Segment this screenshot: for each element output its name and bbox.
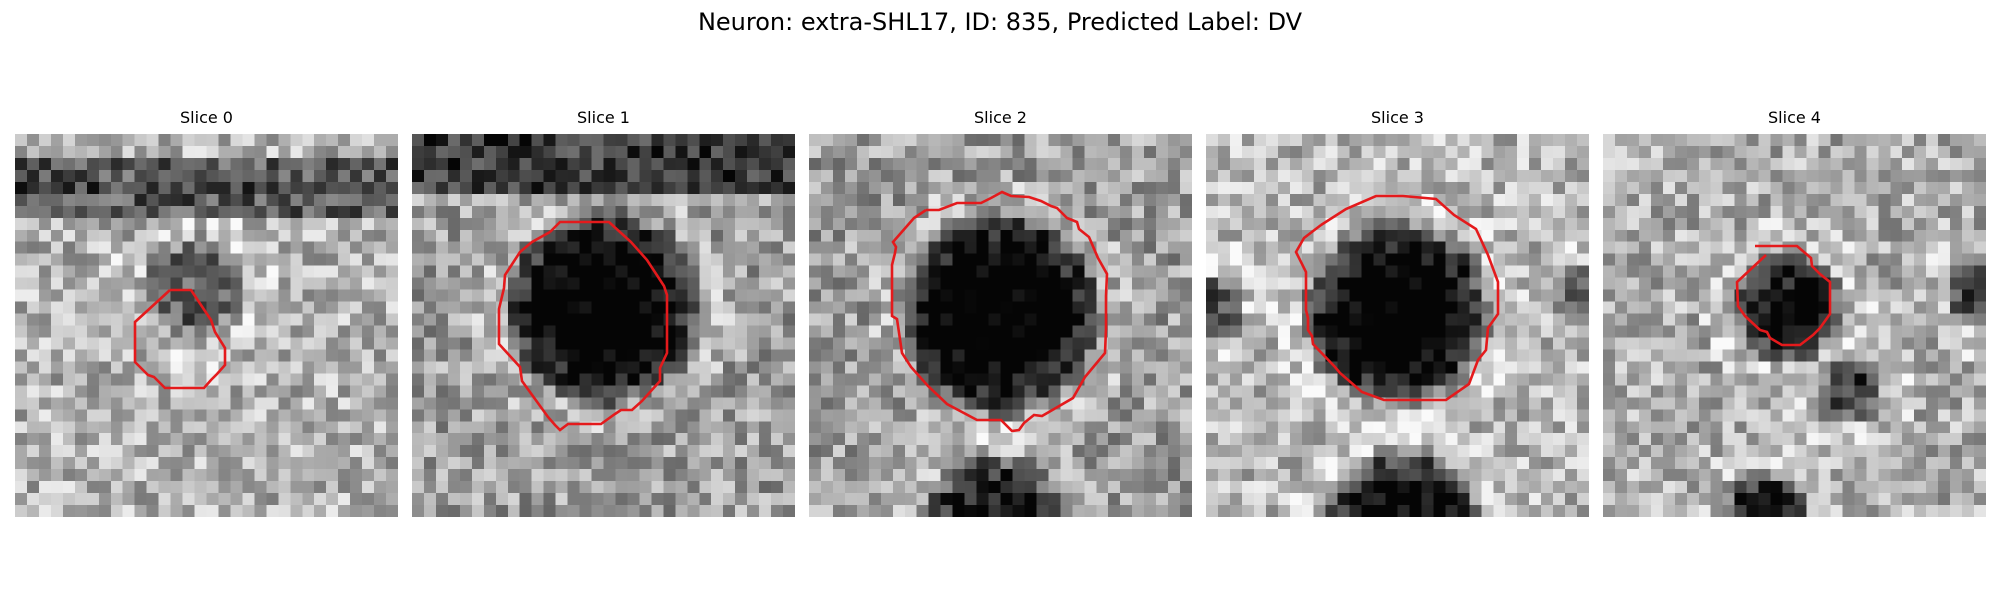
grayscale-patch — [15, 134, 398, 517]
figure-title: Neuron: extra-SHL17, ID: 835, Predicted … — [697, 8, 1303, 36]
slice-title: Slice 4 — [1768, 108, 1821, 127]
slice-title: Slice 0 — [180, 108, 233, 127]
slice-image — [412, 134, 795, 517]
roi-contour — [133, 288, 227, 390]
grayscale-patch — [1206, 134, 1589, 517]
slice-panel-1: Slice 1 — [412, 108, 795, 517]
roi-contour — [890, 190, 1109, 433]
slice-panel-4: Slice 4 — [1603, 108, 1986, 517]
slice-image — [15, 134, 398, 517]
slice-title: Slice 2 — [974, 108, 1027, 127]
grayscale-patch — [1603, 134, 1986, 517]
slice-panel-3: Slice 3 — [1206, 108, 1589, 517]
slice-panel-0: Slice 0 — [15, 108, 398, 517]
roi-contour — [497, 220, 669, 432]
slice-panel-2: Slice 2 — [809, 108, 1192, 517]
slice-title: Slice 1 — [577, 108, 630, 127]
grayscale-patch — [412, 134, 795, 517]
grayscale-patch — [809, 134, 1192, 517]
slice-title: Slice 3 — [1371, 108, 1424, 127]
roi-contour — [1735, 244, 1832, 347]
roi-contour — [1294, 194, 1500, 402]
slice-image — [1206, 134, 1589, 517]
slice-image — [809, 134, 1192, 517]
slice-image — [1603, 134, 1986, 517]
